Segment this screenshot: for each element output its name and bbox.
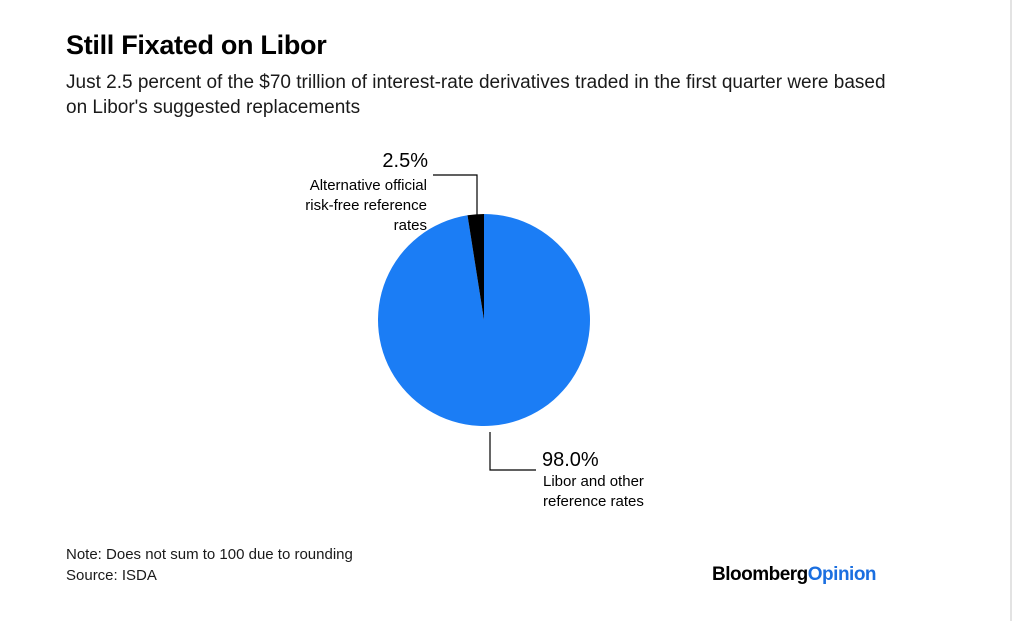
chart-footer: Note: Does not sum to 100 due to roundin… [66,544,353,586]
pie-slices [377,214,590,427]
slice-label-line: reference rates [543,493,644,510]
pie-slice-alternative [467,214,484,320]
brand-opinion: Opinion [807,564,877,585]
chart-title: Still Fixated on Libor [66,30,327,60]
slice-label-line: Libor and other [543,473,644,490]
right-border-line [1010,0,1012,621]
leader-line-small-slice [433,174,478,217]
brand-bloomberg: Bloomberg [712,564,808,585]
bloomberg-opinion-logo: BloombergOpinion [712,564,877,586]
slice-label-line: Alternative official [310,177,427,194]
chart-note: Note: Does not sum to 100 due to roundin… [66,546,353,563]
leader-line-large-slice [489,432,536,471]
slice-value-label-libor: 98.0% [542,449,599,471]
chart-source: Source: ISDA [66,567,157,584]
chart-subtitle: Just 2.5 percent of the $70 trillion of … [66,72,886,118]
slice-label-line: risk-free reference [305,197,427,214]
slice-label-line: rates [394,217,427,234]
pie-slice-libor [377,214,590,427]
slice-value-label-alternative: 2.5% [382,150,428,172]
